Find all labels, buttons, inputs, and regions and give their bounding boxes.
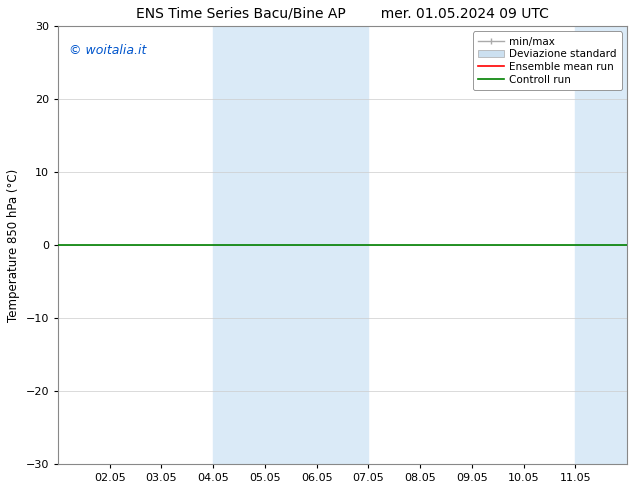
Title: ENS Time Series Bacu/Bine AP        mer. 01.05.2024 09 UTC: ENS Time Series Bacu/Bine AP mer. 01.05.… — [136, 7, 549, 21]
Y-axis label: Temperature 850 hPa (°C): Temperature 850 hPa (°C) — [7, 169, 20, 322]
Text: © woitalia.it: © woitalia.it — [69, 44, 147, 57]
Legend: min/max, Deviazione standard, Ensemble mean run, Controll run: min/max, Deviazione standard, Ensemble m… — [473, 31, 622, 90]
Bar — [575, 26, 634, 464]
Bar — [213, 26, 368, 464]
